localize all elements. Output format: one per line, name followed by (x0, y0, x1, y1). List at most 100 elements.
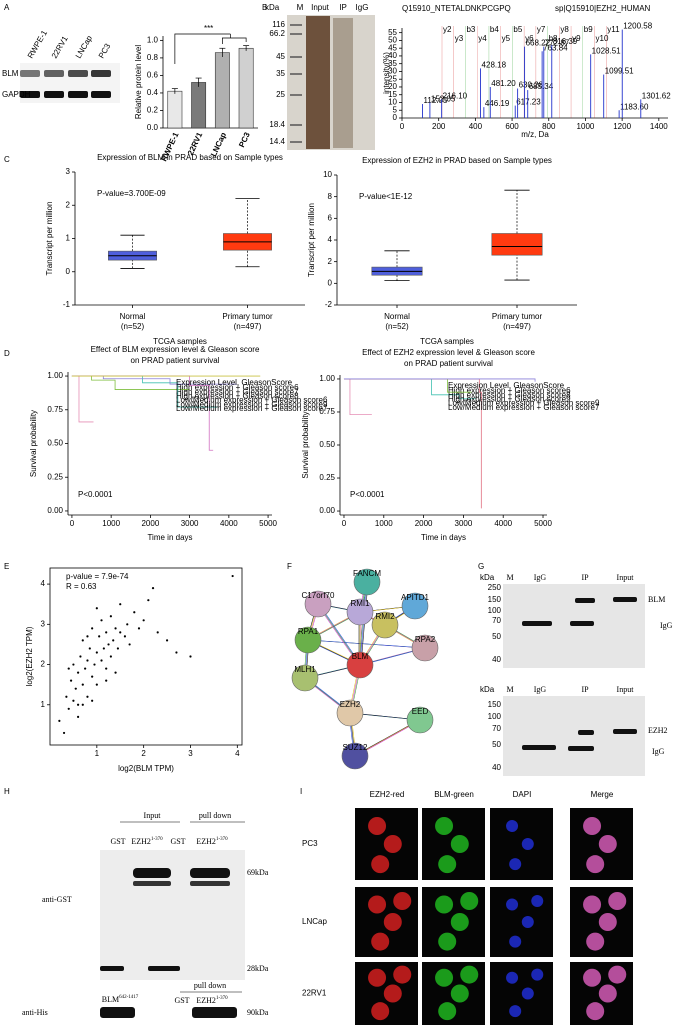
network-node (371, 611, 399, 639)
band (20, 70, 40, 77)
panel-label: I (300, 787, 302, 796)
chart-title: Expression of BLM in PRAD based on Sampl… (97, 153, 283, 162)
stat-annotation: p-value = 7.9e-74 (66, 572, 129, 581)
marker-label: 35 (276, 69, 285, 78)
band (133, 868, 171, 878)
y-tick-label: 0.6 (147, 71, 159, 80)
blot (503, 696, 645, 776)
survival-curve (343, 378, 536, 382)
y-axis-label: Transcript per million (307, 203, 316, 277)
lane-label: kDa (480, 685, 495, 694)
y-tick-label: 6 (328, 213, 333, 222)
panel-label: H (4, 787, 10, 796)
cell (393, 892, 412, 910)
y-tick-label: 4 (41, 579, 46, 588)
x-tick-label: 200 (432, 122, 446, 131)
cell (608, 892, 627, 910)
band (44, 91, 64, 98)
bar (214, 52, 230, 129)
marker-label: 18.4 (269, 120, 285, 129)
cell (506, 898, 519, 911)
marker-label: 150 (488, 595, 502, 604)
marker-label: 28kDa (247, 964, 269, 973)
point (107, 643, 110, 646)
peak-label: 1028.51 (592, 46, 621, 55)
peak-label: 1099.51 (605, 67, 634, 76)
panel-label: F (287, 562, 292, 571)
ion-label: y6 (525, 34, 534, 43)
y-tick-label: 0.50 (47, 439, 63, 448)
y-tick-label: 5 (393, 105, 398, 114)
cell (583, 817, 602, 835)
band-label: EZH2 (648, 726, 668, 735)
cell (435, 817, 454, 835)
band (575, 598, 595, 603)
network-node (411, 634, 439, 662)
lane-label: IP (339, 3, 347, 12)
y-tick-label: 45 (388, 43, 397, 52)
y-axis-label: intensity(%) (382, 52, 391, 94)
x-tick-label: 1200 (613, 122, 631, 131)
cell (521, 916, 534, 928)
group-label: pull down (199, 811, 231, 820)
cell (383, 913, 402, 931)
y-tick-label: 3 (41, 619, 46, 628)
cell (521, 838, 534, 850)
column-label: Merge (591, 790, 614, 799)
panel-label: B (262, 3, 267, 12)
node-label: RPA2 (415, 635, 436, 644)
lane-name: GST (174, 996, 189, 1005)
bar (167, 90, 183, 129)
y-tick-label: 0 (393, 113, 398, 122)
x-axis-label: TCGA samples (153, 337, 207, 346)
cell (509, 858, 522, 871)
point (58, 719, 61, 722)
cell (368, 968, 387, 987)
point (67, 707, 70, 710)
plot-frame (49, 567, 243, 746)
network-node (401, 592, 429, 620)
lane-label: GST (174, 996, 189, 1005)
cell (450, 913, 469, 931)
cell (435, 895, 454, 914)
cell (586, 932, 605, 951)
peak-label: 428.18 (482, 60, 507, 69)
band (148, 966, 180, 971)
point (189, 655, 192, 658)
point (76, 715, 80, 718)
x-tick-label: 0 (400, 122, 405, 131)
point (76, 703, 80, 706)
network-node (291, 664, 319, 692)
point (67, 667, 70, 670)
lane-label: Input (617, 685, 635, 694)
band (68, 70, 88, 77)
point (76, 671, 80, 674)
x-tick-label: 400 (469, 122, 483, 131)
band (568, 746, 594, 751)
node-label: APITD1 (401, 593, 430, 602)
ion-label: b4 (490, 25, 499, 34)
peak-label: 1183.60 (620, 102, 649, 111)
peak-label: 668.22 (526, 39, 551, 48)
point (69, 679, 73, 682)
node-label: RMI1 (350, 599, 370, 608)
cell (368, 895, 387, 914)
p-value: P<0.0001 (78, 490, 113, 499)
lane-name: EZH2 (196, 996, 216, 1005)
p-value: P-value=3.700E-09 (97, 189, 166, 198)
y-tick-label: 1 (41, 700, 46, 709)
point (123, 635, 127, 638)
y-tick-label: 8 (328, 192, 333, 201)
band (20, 91, 40, 98)
network-node (341, 742, 369, 770)
y-axis-label: Survival probability (301, 411, 310, 478)
y-tick-label: 0.00 (319, 506, 335, 515)
point (100, 659, 103, 662)
point (105, 631, 108, 634)
cell (531, 968, 544, 981)
lane-superscript: 1-370 (216, 837, 228, 842)
y-tick-label: 3 (66, 167, 71, 176)
bar (238, 47, 254, 129)
y-tick-label: 10 (388, 98, 397, 107)
x-tick-label: Normal (384, 312, 410, 321)
